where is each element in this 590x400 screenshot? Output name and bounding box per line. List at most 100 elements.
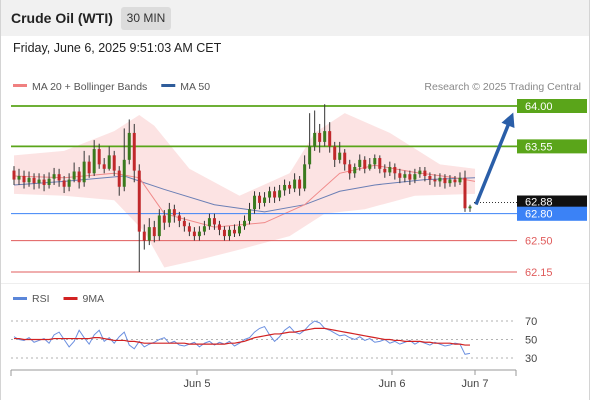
- candle-body-46: [243, 220, 247, 227]
- candle-body-26: [142, 231, 146, 241]
- candle-body-41: [217, 224, 221, 230]
- candle-body-85: [438, 177, 442, 182]
- candle-body-82: [423, 170, 427, 176]
- rsi-legend-swatch-0: [13, 297, 27, 300]
- candle-body-86: [443, 177, 447, 184]
- candle-body-44: [232, 229, 236, 234]
- candle-body-39: [207, 218, 211, 227]
- candle-body-37: [197, 231, 201, 237]
- candle-body-8: [52, 174, 56, 179]
- candle-body-14: [82, 161, 86, 183]
- candle-body-13: [77, 171, 81, 183]
- candle-body-7: [47, 178, 51, 185]
- pivot-label: 62.80: [525, 209, 553, 221]
- candle-body-83: [428, 175, 432, 180]
- candle-body-65: [338, 152, 342, 160]
- legend-label-0: MA 20 + Bollinger Bands: [32, 81, 147, 93]
- candle-body-2: [22, 175, 26, 183]
- ma50-line: [13, 175, 476, 213]
- candle-body-62: [323, 131, 327, 142]
- candle-body-36: [192, 231, 196, 237]
- level-label-62.50: 62.50: [525, 236, 553, 248]
- candle-body-10: [62, 180, 66, 187]
- candle-body-64: [333, 146, 337, 160]
- rsi-tick-50: 50: [525, 335, 537, 347]
- last-price-label: 62.88: [525, 196, 553, 208]
- level-label-62.15: 62.15: [525, 267, 553, 279]
- target-arrow-shaft: [474, 117, 513, 206]
- candle-body-35: [187, 226, 191, 232]
- candle-body-24: [132, 132, 136, 171]
- credit-text: Research © 2025 Trading Central: [424, 81, 581, 93]
- candle-body-54: [283, 184, 287, 191]
- candle-body-49: [258, 195, 262, 203]
- candle-body-70: [363, 159, 367, 169]
- candle-body-15: [87, 161, 91, 174]
- candle-body-68: [353, 167, 357, 174]
- rsi-9ma-line: [14, 327, 470, 346]
- candle-body-3: [27, 177, 31, 183]
- candle-body-59: [308, 146, 312, 165]
- legend-label-1: MA 50: [180, 81, 210, 93]
- candle-body-38: [202, 226, 206, 232]
- rsi-tick-30: 30: [525, 353, 537, 365]
- candle-body-66: [343, 152, 347, 165]
- candle-body-75: [388, 167, 392, 173]
- candle-body-0: [12, 170, 16, 180]
- candle-body-25: [137, 170, 141, 232]
- candle-body-47: [248, 209, 252, 221]
- candle-body-74: [383, 168, 387, 173]
- candle-body-1: [17, 175, 21, 180]
- candle-body-81: [418, 170, 422, 175]
- candle-body-21: [117, 170, 121, 187]
- candle-body-69: [358, 159, 362, 168]
- level-tag-64.00: [517, 99, 587, 113]
- candle-body-77: [398, 173, 402, 178]
- panel-separator: [0, 283, 590, 284]
- bollinger-band: [14, 113, 476, 268]
- candle-body-27: [147, 227, 151, 241]
- candle-body-72: [373, 158, 377, 165]
- candle-body-67: [348, 164, 352, 174]
- candle-body-4: [32, 177, 36, 184]
- candle-body-32: [172, 209, 176, 216]
- x-tick-label-0: Jun 5: [184, 378, 211, 390]
- candle-body-73: [378, 158, 382, 169]
- candle-body-52: [273, 191, 277, 198]
- rsi-legend-label-0: RSI: [32, 293, 50, 305]
- legend-swatch-0: [13, 84, 27, 87]
- candle-body-87: [448, 179, 452, 184]
- target-arrow-head: [501, 112, 515, 129]
- candle-body-29: [157, 215, 161, 237]
- candle-body-30: [162, 215, 166, 223]
- candle-body-84: [433, 179, 437, 182]
- candle-body-78: [403, 174, 407, 178]
- candle-body-9: [57, 174, 61, 181]
- candle-body-61: [318, 132, 322, 142]
- level-label-63.55: 63.55: [525, 141, 553, 153]
- rsi-tick-70: 70: [525, 316, 537, 328]
- candle-body-53: [278, 190, 282, 198]
- level-tag-63.55: [517, 139, 587, 154]
- candle-body-40: [212, 218, 216, 225]
- candle-body-80: [413, 174, 417, 180]
- candle-body-17: [97, 149, 101, 165]
- timeframe-badge[interactable]: 30 MIN: [121, 7, 171, 30]
- candle-body-63: [328, 131, 332, 147]
- pivot-tag: [517, 206, 587, 221]
- candle-body-28: [152, 227, 156, 237]
- left-border: [0, 0, 1, 400]
- candle-body-90: [463, 177, 467, 209]
- candle-body-57: [298, 179, 302, 189]
- level-label-64.00: 64.00: [525, 101, 553, 113]
- candle-body-5: [37, 179, 41, 184]
- chart-datetime: Friday, June 6, 2025 9:51:03 AM CET: [13, 41, 222, 55]
- candle-body-11: [67, 179, 71, 187]
- last-price-tag: [517, 195, 587, 209]
- x-tick-label-1: Jun 6: [379, 378, 406, 390]
- candle-body-16: [92, 149, 96, 174]
- x-tick-label-2: Jun 7: [462, 378, 489, 390]
- candle-body-19: [107, 155, 111, 169]
- chart-header: Crude Oil (WTI) 30 MIN: [0, 0, 590, 36]
- candle-body-79: [408, 174, 412, 180]
